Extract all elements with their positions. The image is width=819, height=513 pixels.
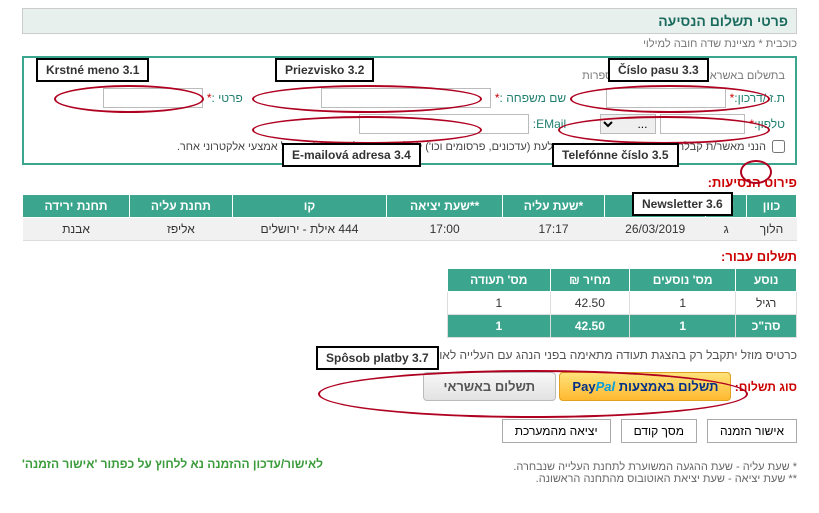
email-input[interactable] [359,114,529,134]
exit-button[interactable]: יציאה מהמערכת [502,419,611,443]
callout-lastname: 3.2 Priezvisko [275,58,374,82]
back-button[interactable]: מסך קודם [621,419,697,443]
trip-section-title: פירוט הנסיעות: [22,175,797,190]
price-section-title: תשלום עבור: [22,249,797,264]
panel-title: פרטי תשלום הנסיעה [22,8,797,34]
th: קו [232,195,387,218]
lastname-input[interactable] [321,88,491,108]
confirm-button[interactable]: אישור הזמנה [707,419,797,443]
th: **שעת יציאה [387,195,503,218]
email-label: EMail: [533,117,566,131]
th: *שעת עליה [503,195,605,218]
bottom-buttons: יציאה מהמערכת מסך קודם אישור הזמנה [22,419,797,443]
th: תחנת ירידה [23,195,130,218]
callout-newsletter: 3.6 Newsletter [632,192,733,216]
th: תחנת עליה [130,195,233,218]
table-row: הלוך ג 26/03/2019 17:17 17:00 444 אילת -… [23,218,797,241]
passport-label: ת.ז./דרכון:* [730,91,785,105]
phone-input[interactable] [660,114,745,134]
footnotes: * שעת עליה - שעת ההגעה המשוערת לתחנת העל… [513,461,797,485]
table-row: רגיל 1 42.50 1 [448,292,797,315]
phone-prefix-select[interactable]: ... [600,114,656,134]
newsletter-checkbox[interactable] [772,140,785,153]
credit-card-button[interactable]: תשלום באשראי [423,372,557,401]
confirm-cta: לאישור/עדכון ההזמנה נא ללחוץ על כפתור 'א… [22,457,323,471]
th: כוון [747,195,797,218]
price-table: נוסע מס' נוסעים מחיר ₪ מס' תעודה רגיל 1 … [447,268,797,338]
required-note: כוכבית * מציינת שדה חובה למילוי [22,38,797,50]
phone-label: טלפון:* [749,117,785,131]
callout-phone: 3.5 Telefónne číslo [552,143,679,167]
callout-payment: 3.7 Spôsob platby [316,346,439,370]
total-row: סה"כ 1 42.50 1 [448,315,797,338]
pay-type-label: סוג תשלום: [735,380,797,394]
firstname-label: פרטי :* [207,91,243,105]
lastname-label: שם משפחה :* [495,91,566,105]
firstname-input[interactable] [103,88,203,108]
callout-firstname: 3.1 Krstné meno [36,58,149,82]
paypal-button[interactable]: תשלום באמצעות PayPal [559,372,731,401]
passport-input[interactable] [606,88,726,108]
callout-passport: 3.3 Číslo pasu [608,58,709,82]
callout-email: 3.4 E-mailová adresa [282,143,421,167]
